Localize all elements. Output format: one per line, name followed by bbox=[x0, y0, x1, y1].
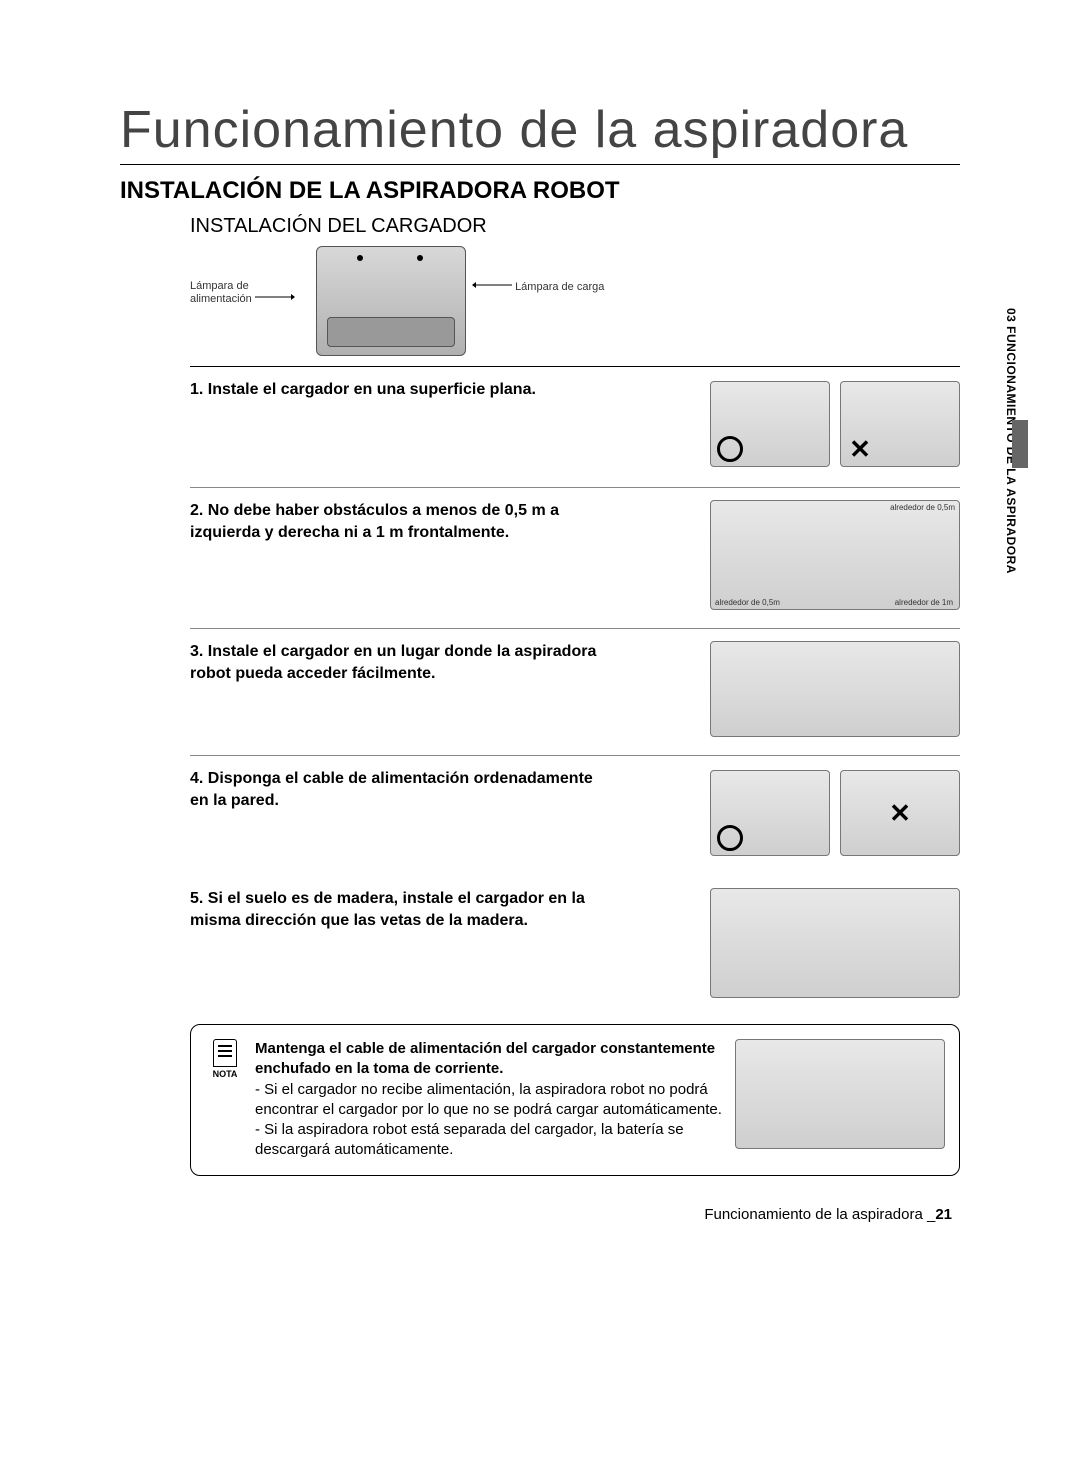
step-number: 3. bbox=[190, 643, 203, 660]
lamp-dot-icon bbox=[357, 255, 363, 261]
step-number: 2. bbox=[190, 502, 203, 519]
figure-bad bbox=[840, 770, 960, 856]
charger-top-illustration-row: Lámpara de alimentación Lámpara de carga bbox=[190, 246, 960, 356]
section-title: INSTALACIÓN DE LA ASPIRADORA ROBOT bbox=[120, 177, 960, 205]
step-body: No debe haber obstáculos a menos de 0,5 … bbox=[190, 502, 559, 541]
step-row: 4. Disponga el cable de alimentación ord… bbox=[190, 756, 960, 864]
step-text: 1. Instale el cargador en una superficie… bbox=[190, 379, 536, 401]
step-text: 2. No debe haber obstáculos a menos de 0… bbox=[190, 500, 610, 543]
power-lamp-text: Lámpara de alimentación bbox=[190, 280, 252, 305]
footer-page-number: 21 bbox=[935, 1206, 952, 1223]
step-body: Instale el cargador en un lugar donde la… bbox=[190, 643, 596, 682]
step-body: Disponga el cable de alimentación ordena… bbox=[190, 770, 593, 809]
note-icon bbox=[213, 1039, 237, 1067]
charger-illustration bbox=[316, 246, 466, 356]
figure-access bbox=[710, 641, 960, 737]
figure-plug bbox=[735, 1039, 945, 1149]
step-body: Si el suelo es de madera, instale el car… bbox=[190, 890, 585, 929]
page-title: Funcionamiento de la aspiradora bbox=[120, 100, 960, 165]
charge-lamp-text: Lámpara de carga bbox=[515, 281, 604, 293]
footer-text: Funcionamiento de la aspiradora _ bbox=[704, 1206, 935, 1223]
figure-bad bbox=[840, 381, 960, 467]
page-footer: Funcionamiento de la aspiradora _21 bbox=[120, 1206, 960, 1223]
step-figure: alrededor de 0,5m alrededor de 0,5m alre… bbox=[710, 500, 960, 610]
lamp-dot-icon bbox=[417, 255, 423, 261]
step-row: 5. Si el suelo es de madera, instale el … bbox=[190, 876, 960, 1004]
step-row: 2. No debe haber obstáculos a menos de 0… bbox=[190, 488, 960, 616]
distance-label: alrededor de 0,5m bbox=[715, 598, 780, 607]
arrow-icon bbox=[255, 292, 295, 302]
step-figure bbox=[710, 379, 960, 469]
note-figure bbox=[735, 1039, 945, 1149]
ok-mark-icon bbox=[717, 436, 743, 462]
figure-wood-floor bbox=[710, 888, 960, 998]
step-number: 1. bbox=[190, 381, 203, 398]
note-bullet: - Si el cargador no recibe alimentación,… bbox=[255, 1080, 725, 1121]
power-lamp-label: Lámpara de alimentación bbox=[190, 246, 310, 305]
step-body: Instale el cargador en una superficie pl… bbox=[208, 381, 536, 398]
step-row: 1. Instale el cargador en una superficie… bbox=[190, 367, 960, 475]
step-row: 3. Instale el cargador en un lugar donde… bbox=[190, 629, 960, 743]
note-box: NOTA Mantenga el cable de alimentación d… bbox=[190, 1024, 960, 1176]
bad-mark-icon bbox=[847, 436, 873, 462]
note-bullet: - Si la aspiradora robot está separada d… bbox=[255, 1120, 725, 1161]
step-figure bbox=[710, 768, 960, 858]
charge-lamp-label: Lámpara de carga bbox=[472, 246, 604, 293]
distance-label: alrededor de 0,5m bbox=[890, 503, 955, 512]
step-number: 5. bbox=[190, 890, 203, 907]
note-bold-text: Mantenga el cable de alimentación del ca… bbox=[255, 1039, 725, 1080]
distance-label: alrededor de 1m bbox=[895, 598, 953, 607]
note-bullet-text: Si la aspiradora robot está separada del… bbox=[255, 1121, 684, 1158]
bad-mark-icon bbox=[841, 771, 959, 855]
step-number: 4. bbox=[190, 770, 203, 787]
note-icon-column: NOTA bbox=[205, 1039, 245, 1079]
figure-ok bbox=[710, 770, 830, 856]
step-text: 5. Si el suelo es de madera, instale el … bbox=[190, 888, 610, 931]
figure-clearance: alrededor de 0,5m alrededor de 0,5m alre… bbox=[710, 500, 960, 610]
note-bullet-text: Si el cargador no recibe alimentación, l… bbox=[255, 1081, 722, 1118]
step-text: 3. Instale el cargador en un lugar donde… bbox=[190, 641, 610, 684]
step-text: 4. Disponga el cable de alimentación ord… bbox=[190, 768, 610, 811]
subsection-title: INSTALACIÓN DEL CARGADOR bbox=[190, 215, 960, 238]
content-column: INSTALACIÓN DEL CARGADOR Lámpara de alim… bbox=[190, 215, 960, 1176]
figure-ok bbox=[710, 381, 830, 467]
side-tab-marker bbox=[1012, 420, 1028, 468]
step-figure bbox=[710, 641, 960, 737]
note-icon-label: NOTA bbox=[205, 1069, 245, 1079]
ok-mark-icon bbox=[717, 825, 743, 851]
arrow-icon bbox=[472, 280, 512, 290]
step-figure bbox=[710, 888, 960, 998]
note-body: Mantenga el cable de alimentación del ca… bbox=[255, 1039, 725, 1161]
manual-page: Funcionamiento de la aspiradora INSTALAC… bbox=[0, 0, 1080, 1469]
